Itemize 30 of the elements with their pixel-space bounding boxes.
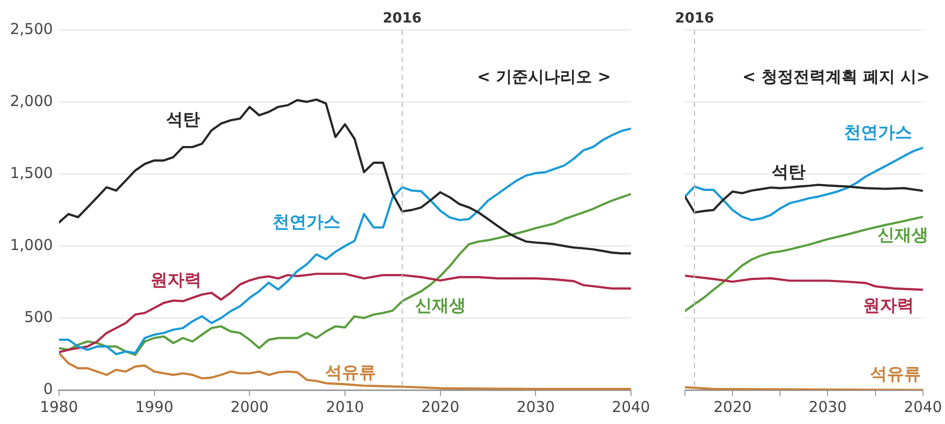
x-tick-label: 2030 bbox=[516, 398, 555, 416]
ref-line-label: 2016 bbox=[382, 10, 422, 27]
series-label: 원자력 bbox=[863, 296, 914, 316]
y-tick-label: 2,500 bbox=[10, 20, 53, 38]
x-tick-label: 2040 bbox=[612, 398, 650, 416]
x-tick-label: 1980 bbox=[40, 398, 78, 416]
series-label: 신재생 bbox=[877, 226, 928, 246]
x-tick-label: 2020 bbox=[421, 398, 460, 416]
series-label: 신재생 bbox=[415, 296, 466, 316]
series-label: 석탄 bbox=[772, 162, 806, 182]
x-tick-label: 2000 bbox=[230, 398, 269, 416]
text: < 청정전력계획 폐지 시> bbox=[742, 67, 930, 86]
x-tick-label: 2030 bbox=[808, 398, 847, 416]
x-tick-label: 1990 bbox=[135, 398, 174, 416]
text: < 기준시나리오 > bbox=[477, 67, 611, 86]
series-label: 천연가스 bbox=[272, 212, 341, 232]
series-label: 석탄 bbox=[166, 110, 200, 130]
x-tick-label: 2040 bbox=[904, 398, 942, 416]
y-tick-label: 2,000 bbox=[10, 92, 53, 110]
series-label: 석유류 bbox=[870, 364, 921, 384]
y-tick-label: 1,000 bbox=[10, 236, 53, 254]
x-tick-label: 2010 bbox=[326, 398, 364, 416]
ref-line-label: 2016 bbox=[675, 10, 714, 27]
series-label: 석유류 bbox=[325, 363, 376, 384]
series-label: 원자력 bbox=[150, 270, 202, 291]
x-tick-label: 2020 bbox=[713, 398, 752, 416]
series-label: 천연가스 bbox=[844, 123, 912, 144]
y-tick-label: 500 bbox=[24, 308, 53, 326]
y-tick-label: 1,500 bbox=[10, 164, 53, 182]
y-tick-label: 0 bbox=[43, 380, 53, 398]
